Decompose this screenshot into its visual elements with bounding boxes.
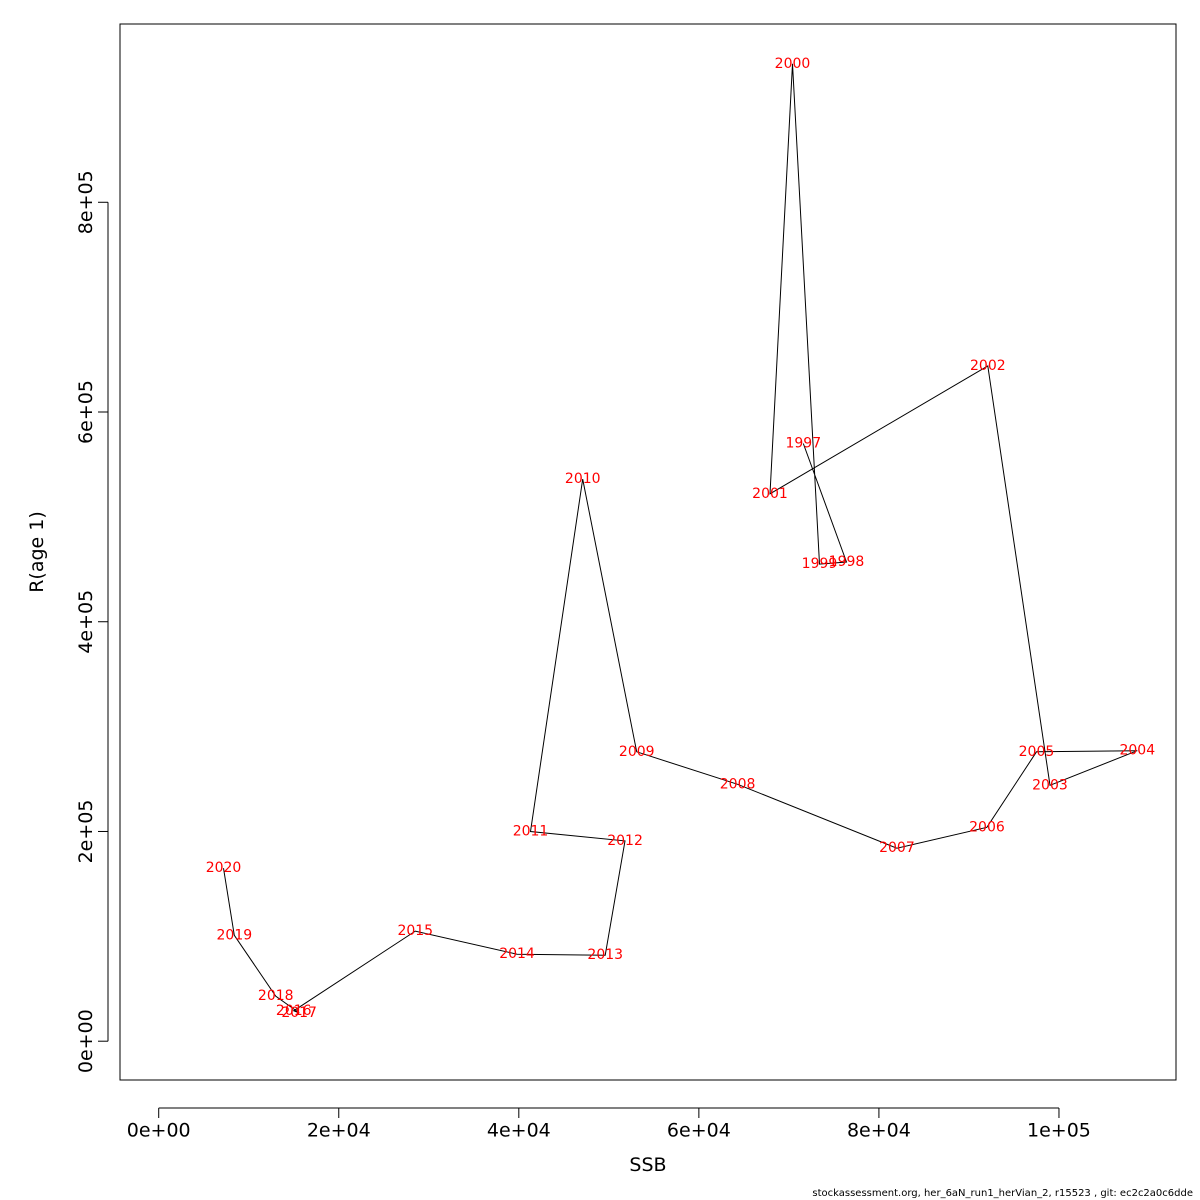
point-label-2006: 2006 (969, 819, 1005, 835)
y-tick-label: 8e+05 (75, 170, 97, 234)
point-label-2020: 2020 (206, 860, 242, 876)
point-label-2007: 2007 (879, 840, 915, 856)
x-axis-title: SSB (629, 1154, 666, 1176)
point-label-1997: 1997 (785, 435, 821, 451)
y-axis-title: R(age 1) (26, 511, 48, 593)
y-tick-label: 4e+05 (75, 590, 97, 654)
y-tick-label: 6e+05 (75, 380, 97, 444)
point-label-2018: 2018 (258, 988, 294, 1004)
x-tick-label: 4e+04 (487, 1120, 551, 1142)
point-label-2012: 2012 (607, 833, 643, 849)
y-tick-label: 0e+00 (75, 1009, 97, 1073)
point-label-2005: 2005 (1019, 744, 1055, 760)
point-label-2009: 2009 (619, 744, 655, 760)
point-label-2019: 2019 (217, 927, 253, 943)
point-label-2003: 2003 (1032, 777, 1068, 793)
point-label-2004: 2004 (1119, 743, 1155, 759)
point-label-2008: 2008 (720, 776, 756, 792)
x-tick-label: 8e+04 (847, 1120, 911, 1142)
x-tick-label: 2e+04 (307, 1120, 371, 1142)
x-tick-label: 0e+00 (127, 1120, 191, 1142)
point-label-2017: 2017 (281, 1005, 317, 1021)
point-label-2013: 2013 (587, 947, 623, 963)
point-label-2015: 2015 (397, 923, 433, 939)
x-tick-label: 6e+04 (667, 1120, 731, 1142)
point-label-2001: 2001 (752, 486, 788, 502)
y-axis: 0e+00 2e+05 4e+05 6e+05 8e+05 (75, 170, 109, 1073)
x-axis: 0e+00 2e+04 4e+04 6e+04 8e+04 1e+05 (127, 1107, 1091, 1142)
y-tick-label: 2e+05 (75, 800, 97, 864)
point-label-1999: 1999 (802, 556, 838, 572)
plot-frame (119, 23, 1177, 1081)
point-label-2000: 2000 (775, 56, 811, 72)
point-label-2002: 2002 (970, 358, 1006, 374)
point-label-2010: 2010 (565, 471, 601, 487)
point-label-2016: 2016 (276, 1003, 312, 1019)
point-label-1998: 1998 (829, 554, 865, 570)
footer-note: stockassessment.org, her_6aN_run1_herVia… (812, 1188, 1193, 1199)
x-tick-label: 1e+05 (1027, 1120, 1091, 1142)
series-line (223, 63, 1138, 1014)
point-label-2011: 2011 (513, 823, 549, 839)
point-label-2014: 2014 (499, 946, 535, 962)
